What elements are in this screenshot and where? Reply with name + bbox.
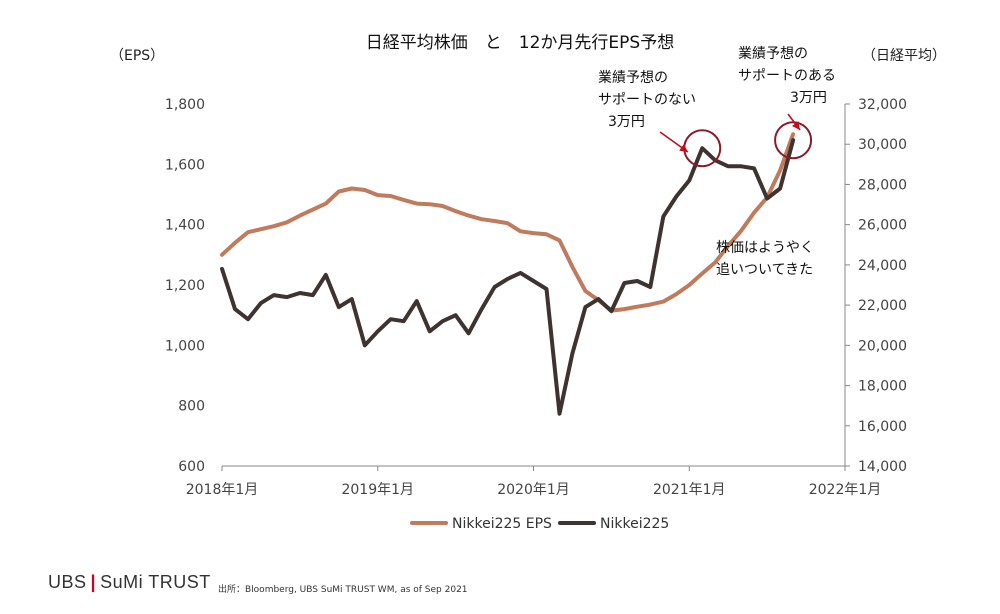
nikkei-series-line [220, 138, 796, 416]
annotation-arrowhead [679, 144, 688, 152]
left-tick-label: 1,800 [165, 97, 205, 113]
chart-title: 日経平均株価 と 12か月先行EPS予想 [366, 33, 674, 53]
annotation-text-line: 3万円 [608, 114, 645, 130]
legend: Nikkei225 EPS Nikkei225 [410, 516, 669, 532]
series-layer [220, 132, 796, 416]
annotation-arrowhead [792, 121, 800, 130]
left-tick-label: 800 [178, 399, 205, 415]
annotation-text-line: 株価はようやく [716, 240, 814, 256]
left-tick-label: 1,400 [165, 218, 205, 234]
x-tick-label: 2019年1月 [341, 482, 414, 498]
eps-series-line [220, 132, 796, 313]
annotation-layer: 業績予想のサポートのない3万円業績予想のサポートのある3万円株価はようやく追いつ… [598, 46, 836, 278]
legend-label: Nikkei225 [600, 516, 669, 532]
annotation-text-line: サポートのない [598, 92, 696, 108]
logo-separator: | [90, 572, 97, 592]
ubs-sumi-trust-logo: UBS | SuMi TRUST [48, 572, 211, 593]
logo-left-text: UBS [48, 572, 87, 592]
annotation-text-line: サポートのある [738, 68, 836, 84]
right-axis-ticks: 14,000 16,000 18,000 20,000 22,000 24,000 26,0… [845, 97, 907, 475]
x-tick-label: 2018年1月 [186, 482, 259, 498]
x-tick-label: 2022年1月 [809, 482, 882, 498]
annotation-text-line: 業績予想の [738, 46, 808, 62]
right-axis-label: （日経平均） [862, 48, 946, 64]
x-tick-label: 2021年1月 [653, 482, 726, 498]
right-tick-label: 28,000 [858, 177, 907, 193]
right-tick-label: 24,000 [858, 258, 907, 274]
right-tick-label: 20,000 [858, 338, 907, 354]
logo-right-text: SuMi TRUST [100, 572, 211, 592]
x-tick-label: 2020年1月 [497, 482, 570, 498]
left-tick-label: 600 [178, 459, 205, 475]
right-tick-label: 32,000 [858, 97, 907, 113]
left-axis-ticks: 600 800 1,000 1,200 1,400 1,600 1,800 [165, 97, 205, 475]
highlight-circle [774, 121, 813, 160]
right-tick-label: 14,000 [858, 459, 907, 475]
left-tick-label: 1,600 [165, 157, 205, 173]
left-axis-label: （EPS） [110, 48, 164, 64]
right-tick-label: 30,000 [858, 137, 907, 153]
right-tick-label: 22,000 [858, 298, 907, 314]
right-tick-label: 26,000 [858, 218, 907, 234]
legend-label: Nikkei225 EPS [452, 516, 552, 532]
annotation-text-line: 追いついてきた [716, 262, 813, 278]
x-axis-ticks: 2018年1月 2019年1月 2020年1月 2021年1月 2022年1月 [186, 466, 882, 498]
source-note: 出所：Bloomberg, UBS SuMi TRUST WM, as of S… [218, 585, 468, 595]
left-tick-label: 1,000 [165, 338, 205, 354]
left-tick-label: 1,200 [165, 278, 205, 294]
right-tick-label: 16,000 [858, 419, 907, 435]
annotation-text-line: 業績予想の [598, 70, 668, 86]
right-tick-label: 18,000 [858, 379, 907, 395]
annotation-text-line: 3万円 [790, 90, 827, 106]
